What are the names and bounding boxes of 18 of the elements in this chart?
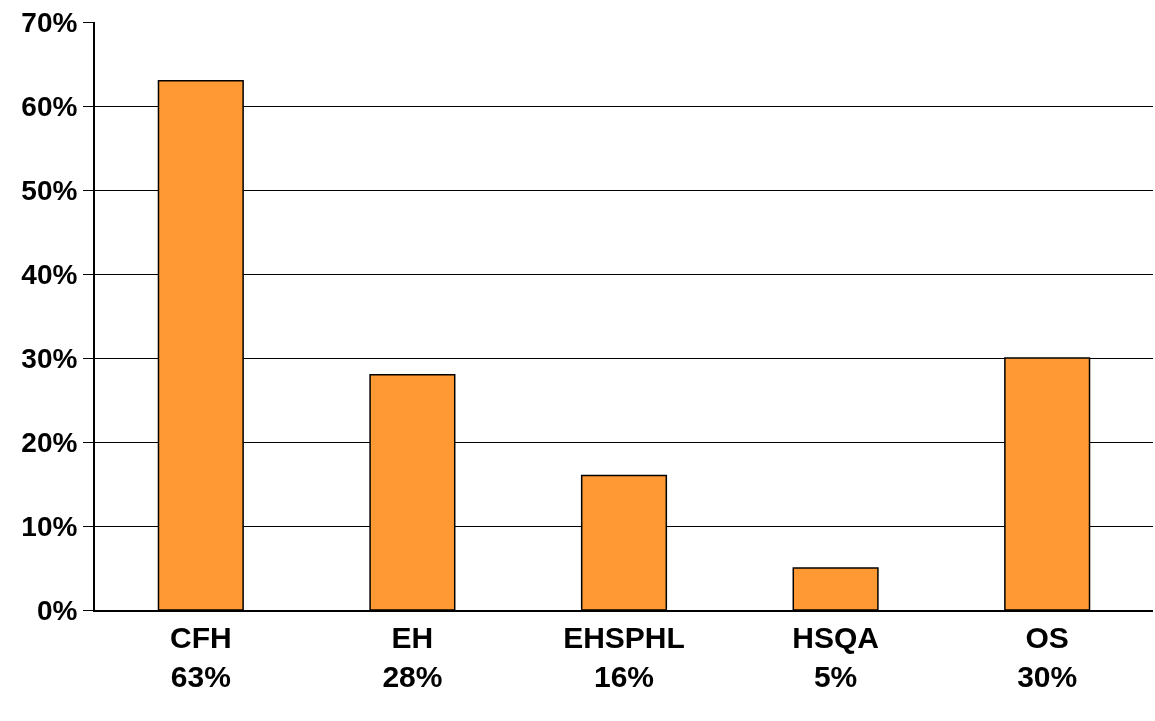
x-tick-label: CFH [169,621,232,654]
y-tick-label: 60% [21,90,78,122]
y-tick-label: 10% [21,510,78,542]
data-label: 5% [813,660,858,693]
x-tick-label: EH [391,621,434,654]
y-tick-label: 70% [21,6,78,38]
x-tick-label: HSQA [792,621,879,654]
y-tick-label: 0% [36,594,78,626]
x-tick-label: OS [1025,621,1069,654]
y-tick-label: 50% [21,174,78,206]
data-label: 28% [382,660,443,693]
x-tick-label: EHSPHL [563,621,685,654]
data-label: 30% [1017,660,1078,693]
data-label: 16% [593,660,655,693]
y-tick-label: 40% [21,258,78,290]
y-tick-label: 20% [21,426,78,458]
y-tick-label: 30% [21,342,78,374]
data-label: 63% [170,660,231,693]
